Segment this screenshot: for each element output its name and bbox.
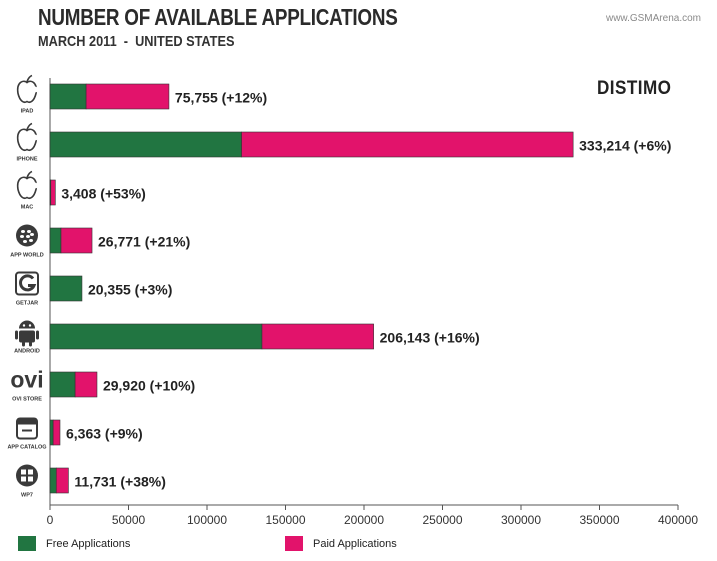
legend-free-label: Free Applications bbox=[46, 537, 131, 550]
legend-free: Free Applications bbox=[18, 536, 130, 551]
bar-paid bbox=[50, 179, 56, 206]
category-label: ANDROID bbox=[14, 349, 40, 355]
data-label-total: 3,408 bbox=[61, 186, 96, 202]
palm-icon bbox=[16, 417, 38, 440]
data-label-total: 75,755 bbox=[175, 90, 218, 106]
apple-icon bbox=[16, 170, 38, 200]
bar-free bbox=[49, 227, 62, 254]
data-label-total: 20,355 bbox=[88, 282, 131, 298]
ovi-icon: ovi bbox=[10, 367, 43, 393]
data-label-growth: (+38%) bbox=[116, 474, 165, 490]
apple-icon bbox=[16, 74, 38, 104]
watermark: www.GSMArena.com bbox=[605, 13, 701, 24]
data-label: 3,408 (+53%) bbox=[61, 186, 145, 202]
data-label-total: 29,920 bbox=[103, 378, 146, 394]
x-tick-label: 400000 bbox=[658, 513, 698, 527]
windows-icon bbox=[16, 464, 38, 487]
data-label: 20,355 (+3%) bbox=[88, 282, 172, 298]
x-tick-label: 300000 bbox=[501, 513, 541, 527]
category-label: OVI STORE bbox=[12, 397, 42, 403]
bar-paid bbox=[261, 323, 374, 350]
data-label: 75,755 (+12%) bbox=[175, 90, 267, 106]
data-label-growth: (+6%) bbox=[630, 138, 672, 154]
chart-title: NUMBER OF AVAILABLE APPLICATIONS bbox=[38, 4, 398, 30]
bar-free bbox=[49, 419, 54, 446]
category-label: GETJAR bbox=[16, 301, 38, 307]
data-label-total: 333,214 bbox=[579, 138, 630, 154]
data-label-growth: (+16%) bbox=[430, 330, 479, 346]
data-label-growth: (+12%) bbox=[218, 90, 267, 106]
data-label: 11,731 (+38%) bbox=[74, 474, 165, 490]
legend-free-swatch bbox=[18, 536, 36, 551]
x-tick-label: 50000 bbox=[112, 513, 146, 527]
x-tick-label: 100000 bbox=[187, 513, 227, 527]
chart-subtitle: MARCH 2011 - UNITED STATES bbox=[38, 33, 235, 50]
svg-text:ovi: ovi bbox=[10, 367, 43, 393]
data-label-growth: (+3%) bbox=[131, 282, 173, 298]
bar-free bbox=[49, 131, 242, 158]
data-label: 333,214 (+6%) bbox=[579, 138, 671, 154]
data-label: 206,143 (+16%) bbox=[380, 330, 480, 346]
data-label: 26,771 (+21%) bbox=[98, 234, 190, 250]
x-tick-label: 150000 bbox=[265, 513, 305, 527]
category-label: WP7 bbox=[21, 493, 33, 499]
bar-free bbox=[49, 83, 87, 110]
getjar-icon bbox=[15, 271, 39, 296]
x-tick-label: 250000 bbox=[422, 513, 462, 527]
data-label-total: 6,363 bbox=[66, 426, 101, 442]
bar-free bbox=[49, 467, 57, 494]
data-label-total: 206,143 bbox=[380, 330, 431, 346]
data-label: 6,363 (+9%) bbox=[66, 426, 143, 442]
bar-paid bbox=[60, 227, 93, 254]
legend-paid-label: Paid Applications bbox=[313, 537, 397, 550]
x-tick-label: 350000 bbox=[579, 513, 619, 527]
legend-paid: Paid Applications bbox=[285, 536, 397, 551]
apple-icon bbox=[16, 122, 38, 152]
bar-paid bbox=[74, 371, 98, 398]
bar-free bbox=[49, 275, 83, 302]
blackberry-icon bbox=[16, 224, 38, 247]
category-label: APP CATALOG bbox=[7, 445, 46, 451]
brand-logo: DISTIMO bbox=[597, 78, 672, 99]
data-label-total: 11,731 bbox=[74, 474, 116, 490]
bar-paid bbox=[52, 419, 61, 446]
bar-paid bbox=[241, 131, 574, 158]
category-label: IPAD bbox=[21, 109, 34, 115]
android-icon bbox=[15, 320, 39, 347]
category-label: IPHONE bbox=[16, 157, 37, 163]
data-label-growth: (+9%) bbox=[101, 426, 143, 442]
data-label-growth: (+10%) bbox=[146, 378, 195, 394]
x-tick-label: 0 bbox=[47, 513, 54, 527]
legend-paid-swatch bbox=[285, 536, 303, 551]
bar-free bbox=[49, 371, 76, 398]
data-label-total: 26,771 bbox=[98, 234, 141, 250]
bar-paid bbox=[85, 83, 170, 110]
bar-paid bbox=[55, 467, 69, 494]
x-tick-label: 200000 bbox=[344, 513, 384, 527]
data-label-growth: (+53%) bbox=[96, 186, 145, 202]
category-label: APP WORLD bbox=[10, 253, 44, 259]
data-label-growth: (+21%) bbox=[141, 234, 190, 250]
data-label: 29,920 (+10%) bbox=[103, 378, 195, 394]
category-label: MAC bbox=[21, 205, 34, 211]
bar-free bbox=[49, 323, 263, 350]
